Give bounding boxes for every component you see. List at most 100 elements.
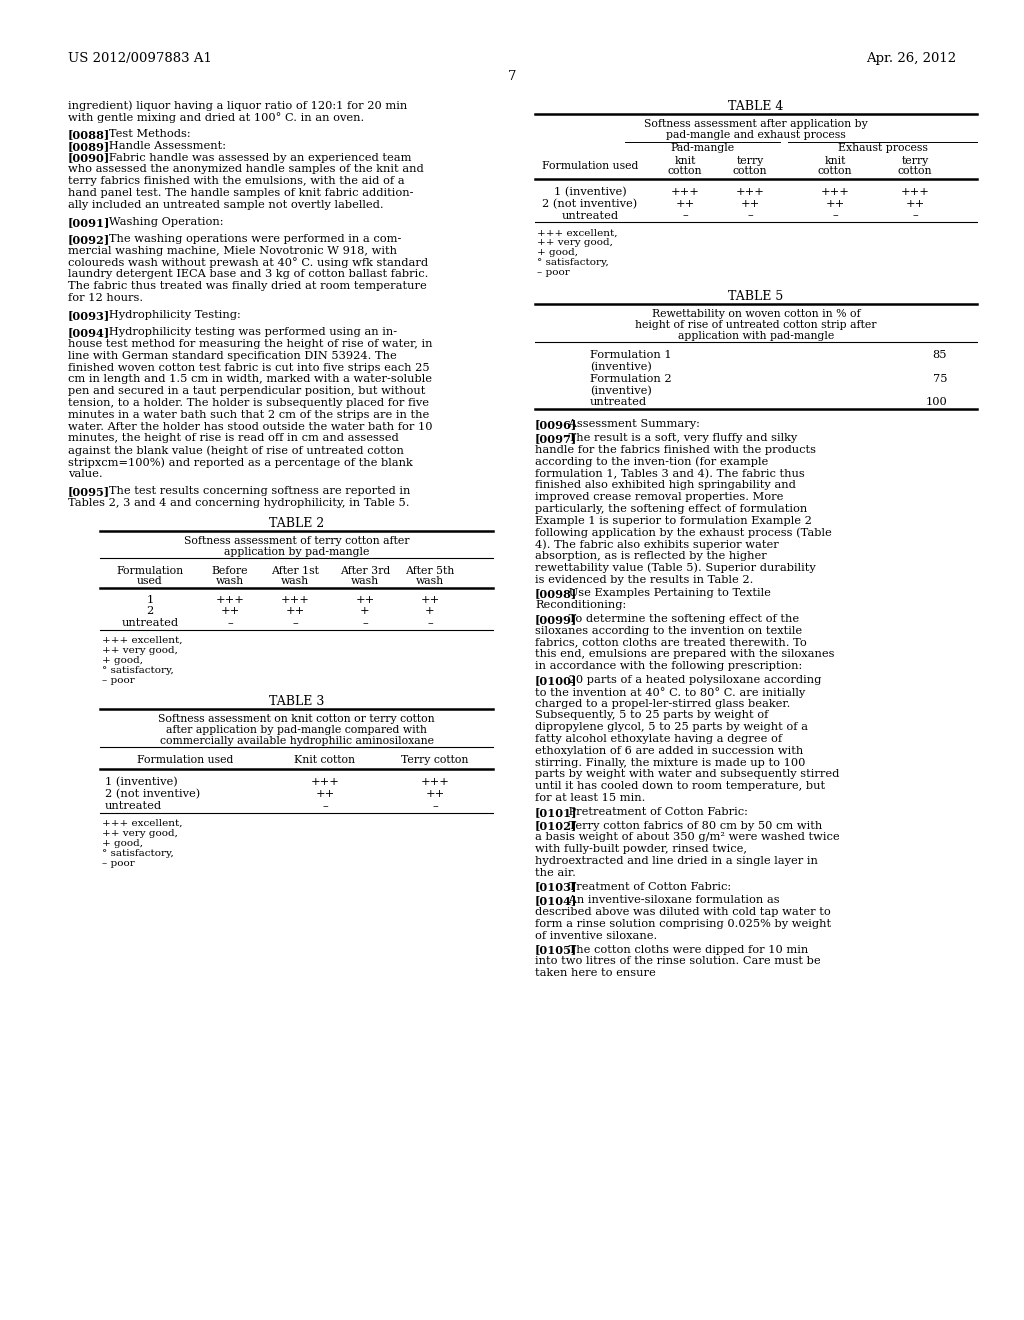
Text: 1: 1 — [146, 594, 154, 605]
Text: +++: +++ — [820, 187, 850, 197]
Text: [0101]: [0101] — [535, 807, 578, 818]
Text: finished woven cotton test fabric is cut into five strips each 25: finished woven cotton test fabric is cut… — [68, 363, 430, 372]
Text: 7: 7 — [508, 70, 516, 83]
Text: into two litres of the rinse solution. Care must be: into two litres of the rinse solution. C… — [535, 957, 820, 966]
Text: 100: 100 — [926, 397, 947, 408]
Text: [0098]: [0098] — [535, 589, 578, 599]
Text: [0103]: [0103] — [535, 882, 578, 892]
Text: The washing operations were performed in a com-: The washing operations were performed in… — [98, 234, 401, 244]
Text: Apr. 26, 2012: Apr. 26, 2012 — [866, 51, 956, 65]
Text: in accordance with the following prescription:: in accordance with the following prescri… — [535, 661, 802, 671]
Text: +++: +++ — [310, 777, 339, 788]
Text: +++: +++ — [735, 187, 765, 197]
Text: fabrics, cotton cloths are treated therewith. To: fabrics, cotton cloths are treated there… — [535, 638, 807, 648]
Text: To determine the softening effect of the: To determine the softening effect of the — [564, 614, 799, 624]
Text: TABLE 3: TABLE 3 — [269, 696, 325, 709]
Text: cotton: cotton — [668, 166, 702, 176]
Text: water. After the holder has stood outside the water bath for 10: water. After the holder has stood outsid… — [68, 421, 432, 432]
Text: line with German standard specification DIN 53924. The: line with German standard specification … — [68, 351, 396, 360]
Text: stripxcm=100%) and reported as a percentage of the blank: stripxcm=100%) and reported as a percent… — [68, 457, 413, 467]
Text: The result is a soft, very fluffy and silky: The result is a soft, very fluffy and si… — [564, 433, 797, 444]
Text: cotton: cotton — [898, 166, 932, 176]
Text: 75: 75 — [933, 374, 947, 384]
Text: After 3rd: After 3rd — [340, 565, 390, 576]
Text: taken here to ensure: taken here to ensure — [535, 968, 655, 978]
Text: +++ excellent,: +++ excellent, — [102, 636, 182, 645]
Text: Tables 2, 3 and 4 and concerning hydrophilicity, in Table 5.: Tables 2, 3 and 4 and concerning hydroph… — [68, 498, 410, 508]
Text: untreated: untreated — [105, 801, 162, 810]
Text: for at least 15 min.: for at least 15 min. — [535, 793, 645, 803]
Text: +++ excellent,: +++ excellent, — [537, 228, 617, 238]
Text: –: – — [362, 618, 368, 628]
Text: Test Methods:: Test Methods: — [98, 129, 190, 139]
Text: + good,: + good, — [102, 838, 143, 847]
Text: wash: wash — [281, 576, 309, 586]
Text: + good,: + good, — [102, 656, 143, 665]
Text: used: used — [137, 576, 163, 586]
Text: cotton: cotton — [818, 166, 852, 176]
Text: Exhaust process: Exhaust process — [838, 143, 928, 153]
Text: The test results concerning softness are reported in: The test results concerning softness are… — [98, 486, 411, 496]
Text: siloxanes according to the invention on textile: siloxanes according to the invention on … — [535, 626, 802, 636]
Text: Terry cotton fabrics of 80 cm by 50 cm with: Terry cotton fabrics of 80 cm by 50 cm w… — [564, 821, 822, 830]
Text: rewettability value (Table 5). Superior durability: rewettability value (Table 5). Superior … — [535, 562, 816, 573]
Text: The fabric thus treated was finally dried at room temperature: The fabric thus treated was finally drie… — [68, 281, 427, 292]
Text: Knit cotton: Knit cotton — [295, 755, 355, 766]
Text: [0100]: [0100] — [535, 675, 578, 686]
Text: 20 parts of a heated polysiloxane according: 20 parts of a heated polysiloxane accord… — [564, 675, 821, 685]
Text: of inventive siloxane.: of inventive siloxane. — [535, 931, 657, 941]
Text: [0089]: [0089] — [68, 141, 111, 152]
Text: Example 1 is superior to formulation Example 2: Example 1 is superior to formulation Exa… — [535, 516, 812, 525]
Text: absorption, as is reflected by the higher: absorption, as is reflected by the highe… — [535, 550, 767, 561]
Text: TABLE 4: TABLE 4 — [728, 100, 783, 114]
Text: pad-mangle and exhaust process: pad-mangle and exhaust process — [667, 129, 846, 140]
Text: ° satisfactory,: ° satisfactory, — [102, 667, 174, 675]
Text: untreated: untreated — [561, 211, 618, 220]
Text: the air.: the air. — [535, 867, 575, 878]
Text: [0102]: [0102] — [535, 821, 578, 832]
Text: Treatment of Cotton Fabric:: Treatment of Cotton Fabric: — [564, 882, 731, 891]
Text: wash: wash — [416, 576, 444, 586]
Text: application by pad-mangle: application by pad-mangle — [224, 546, 370, 557]
Text: –: – — [427, 618, 433, 628]
Text: pen and secured in a taut perpendicular position, but without: pen and secured in a taut perpendicular … — [68, 387, 425, 396]
Text: 85: 85 — [933, 350, 947, 360]
Text: coloureds wash without prewash at 40° C. using wfk standard: coloureds wash without prewash at 40° C.… — [68, 257, 428, 268]
Text: with gentle mixing and dried at 100° C. in an oven.: with gentle mixing and dried at 100° C. … — [68, 112, 365, 123]
Text: Before: Before — [212, 565, 248, 576]
Text: a basis weight of about 350 g/m² were washed twice: a basis weight of about 350 g/m² were wa… — [535, 833, 840, 842]
Text: [0104]: [0104] — [535, 895, 578, 907]
Text: 2 (not inventive): 2 (not inventive) — [105, 789, 201, 800]
Text: Pad-mangle: Pad-mangle — [671, 143, 734, 153]
Text: mercial washing machine, Miele Novotronic W 918, with: mercial washing machine, Miele Novotroni… — [68, 246, 397, 256]
Text: who assessed the anonymized handle samples of the knit and: who assessed the anonymized handle sampl… — [68, 164, 424, 174]
Text: minutes, the height of rise is read off in cm and assessed: minutes, the height of rise is read off … — [68, 433, 398, 444]
Text: Formulation 1: Formulation 1 — [590, 350, 672, 360]
Text: 1 (inventive): 1 (inventive) — [105, 777, 178, 788]
Text: height of rise of untreated cotton strip after: height of rise of untreated cotton strip… — [635, 321, 877, 330]
Text: +++: +++ — [671, 187, 699, 197]
Text: An inventive-siloxane formulation as: An inventive-siloxane formulation as — [564, 895, 779, 906]
Text: ++: ++ — [825, 199, 845, 209]
Text: Fabric handle was assessed by an experienced team: Fabric handle was assessed by an experie… — [98, 153, 412, 162]
Text: –: – — [682, 211, 688, 220]
Text: [0105]: [0105] — [535, 945, 578, 956]
Text: terry: terry — [901, 156, 929, 166]
Text: according to the inven-tion (for example: according to the inven-tion (for example — [535, 457, 768, 467]
Text: Formulation used: Formulation used — [542, 161, 638, 172]
Text: [0093]: [0093] — [68, 310, 111, 321]
Text: Softness assessment on knit cotton or terry cotton: Softness assessment on knit cotton or te… — [158, 714, 435, 725]
Text: ++: ++ — [676, 199, 694, 209]
Text: ++: ++ — [421, 594, 439, 605]
Text: until it has cooled down to room temperature, but: until it has cooled down to room tempera… — [535, 781, 825, 791]
Text: The cotton cloths were dipped for 10 min: The cotton cloths were dipped for 10 min — [564, 945, 808, 954]
Text: –: – — [912, 211, 918, 220]
Text: laundry detergent IECA base and 3 kg of cotton ballast fabric.: laundry detergent IECA base and 3 kg of … — [68, 269, 428, 280]
Text: +++: +++ — [281, 594, 309, 605]
Text: 1 (inventive): 1 (inventive) — [554, 187, 627, 197]
Text: +: + — [360, 606, 370, 616]
Text: – poor: – poor — [537, 268, 569, 277]
Text: ++: ++ — [740, 199, 760, 209]
Text: Assessment Summary:: Assessment Summary: — [564, 420, 699, 429]
Text: knit: knit — [824, 156, 846, 166]
